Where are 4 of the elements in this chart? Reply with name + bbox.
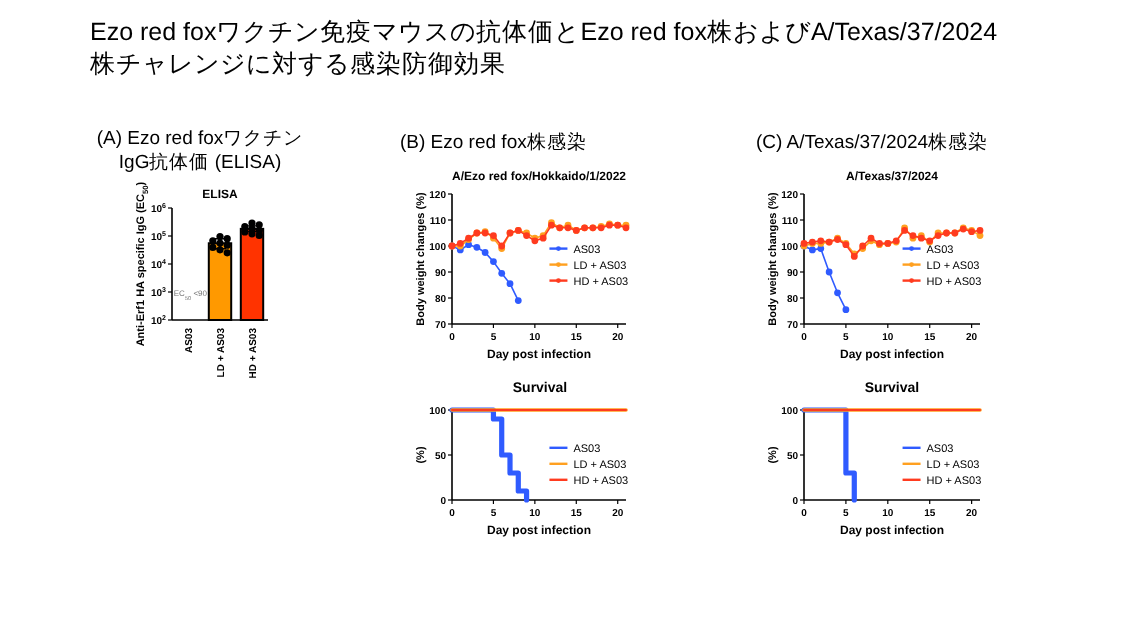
chart-title: (B) Ezo red fox株感染	[400, 130, 587, 154]
chart-title: (C) A/Texas/37/2024株感染	[756, 130, 989, 154]
text: Ezo red foxワクチン免疫マウスの抗体価とEzo red fox株およびA/Texas/37/2024株チャレンジに対する感染防御効果	[88, 18, 998, 78]
chart-title: (A) Ezo red foxワクチン IgG抗体価 (ELISA)	[96, 128, 304, 174]
